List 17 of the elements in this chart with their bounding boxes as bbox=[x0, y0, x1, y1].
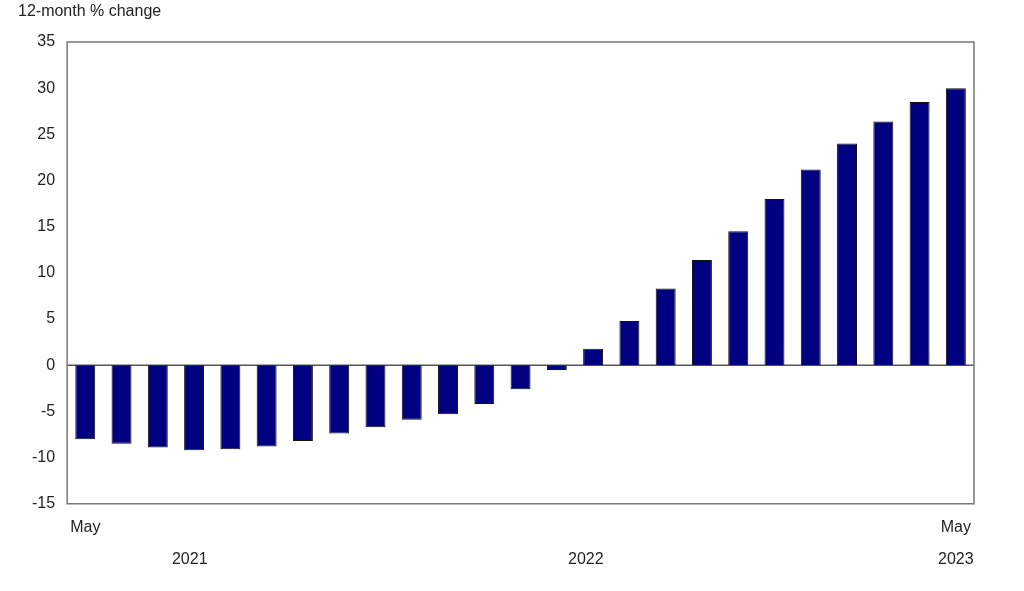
y-tick-label: 35 bbox=[37, 32, 56, 50]
text: 2021 bbox=[171, 550, 208, 568]
text: 2022 bbox=[568, 550, 604, 568]
text: 2023 bbox=[938, 550, 974, 568]
x-tick-label: May bbox=[70, 517, 101, 535]
y-tick-label: -10 bbox=[32, 448, 56, 466]
x-tick-label: May bbox=[940, 517, 971, 535]
y-tick-label: 10 bbox=[37, 263, 56, 281]
y-tick-label: 0 bbox=[46, 355, 56, 373]
y-tick-label: 25 bbox=[37, 124, 56, 142]
y-tick-label: 20 bbox=[37, 170, 56, 188]
y-tick-label: 15 bbox=[37, 217, 56, 235]
y-tick-label: 30 bbox=[37, 78, 56, 96]
y-tick-label: 5 bbox=[46, 309, 56, 327]
y-tick-label: -15 bbox=[32, 494, 56, 512]
y-tick-label: -5 bbox=[40, 401, 56, 419]
y-axis-title: 12-month % change bbox=[18, 2, 162, 20]
